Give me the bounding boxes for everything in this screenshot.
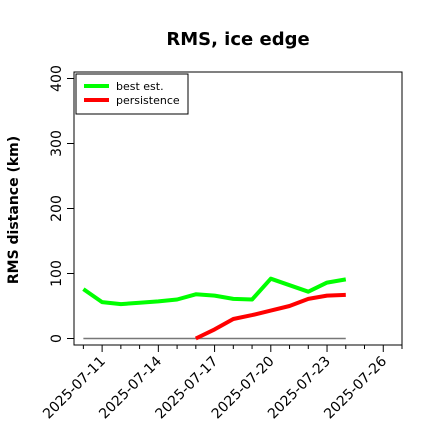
chart-title: RMS, ice edge <box>166 29 309 50</box>
y-axis-label: RMS distance (km) <box>6 136 22 284</box>
series-line-best-est <box>82 276 347 307</box>
y-tick-label: 400 <box>49 65 65 92</box>
legend-label: persistence <box>116 94 180 107</box>
plot-area <box>82 276 347 341</box>
series-line-persistence <box>194 292 346 341</box>
legend: best est.persistence <box>75 73 189 115</box>
y-tick-label: 100 <box>49 260 65 287</box>
y-tick-label: 200 <box>49 195 65 222</box>
legend-box <box>75 73 189 115</box>
y-tick-label: 0 <box>49 334 65 343</box>
y-tick-label: 300 <box>49 130 65 157</box>
legend-label: best est. <box>116 80 164 93</box>
axes: 01002003004002025-07-112025-07-142025-07… <box>40 65 403 422</box>
